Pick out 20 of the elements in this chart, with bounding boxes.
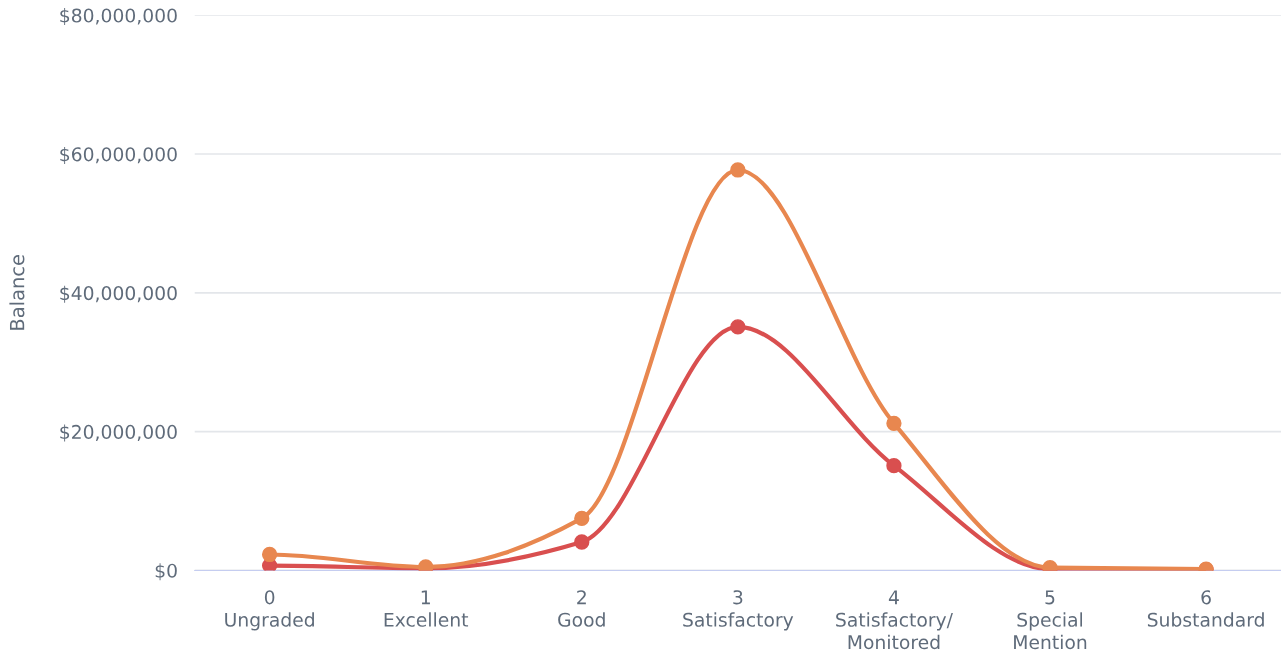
x-tick-label: 5 Special Mention: [1014, 590, 1087, 650]
x-tick-label: 6 Substandard: [1147, 590, 1264, 627]
y-tick-label: $20,000,000: [60, 424, 177, 442]
point: [730, 319, 746, 335]
y-axis-title: Balance: [9, 255, 25, 330]
x-tick-label: 2 Good: [558, 590, 605, 627]
point: [261, 546, 278, 563]
x-tick-label: 3 Satisfactory: [683, 590, 794, 631]
x-tick-label: 1 Excellent: [384, 590, 469, 627]
x-tick-label: 0 Ungraded: [225, 590, 314, 631]
y-tick-label: $40,000,000: [60, 285, 177, 303]
y-tick-label: $60,000,000: [60, 146, 177, 164]
x-tick-label: 4 Satisfactory/ Monitored: [836, 590, 953, 650]
point: [574, 510, 590, 527]
y-tick-label: $0: [155, 563, 177, 581]
y-tick-label: $80,000,000: [60, 8, 177, 26]
point: [574, 534, 590, 550]
point: [730, 162, 746, 178]
point: [886, 458, 902, 474]
point: [886, 415, 902, 431]
